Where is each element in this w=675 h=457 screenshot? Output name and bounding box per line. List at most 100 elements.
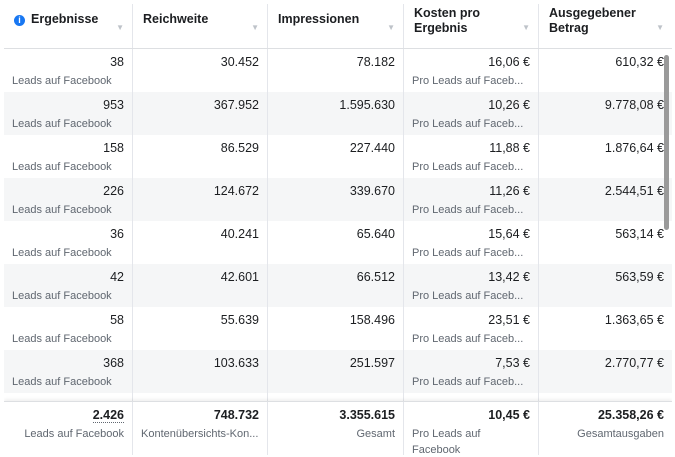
impressions-value: 98.268 (276, 398, 395, 401)
cost-per-result-label: Pro Leads auf Faceb... (412, 161, 524, 173)
amount-spent-value: 563,14 € (615, 227, 664, 241)
amount-spent-value: 1.876,64 € (604, 141, 664, 155)
table-row[interactable]: 58 Leads auf Facebook 55.639 158.496 23,51 €… (4, 307, 672, 350)
cost-per-result-label: Pro Leads auf Faceb... (412, 75, 524, 87)
cost-per-result-label: Pro Leads auf Faceb... (412, 247, 524, 259)
results-value: 87 (12, 398, 124, 401)
info-icon[interactable]: i (14, 15, 25, 26)
totals-row: 2.426 Leads auf Facebook 748.732 Kontenübe… (4, 401, 672, 455)
reach-value: 42.601 (220, 270, 259, 284)
results-value: 58 (110, 313, 124, 327)
column-label: Kosten pro Ergebnis (414, 6, 480, 35)
total-reach-label: Kontenübersichts-Kon... (141, 428, 259, 440)
table-row[interactable]: 87 43.210 98.268 9,79 € 852,00 € (4, 393, 672, 401)
amount-spent-value: 563,59 € (615, 270, 664, 284)
column-header-cost-per-result[interactable]: Kosten pro Ergebnis ▼ (404, 4, 539, 48)
results-label: Leads auf Facebook (12, 204, 112, 216)
column-header-impressions[interactable]: Impressionen ▼ (268, 4, 404, 48)
total-impressions: 3.355.615 (339, 408, 395, 422)
sort-chevron-icon[interactable]: ▼ (522, 23, 530, 32)
total-impressions-label: Gesamt (356, 428, 395, 440)
amount-spent-value: 610,32 € (615, 55, 664, 69)
reach-value: 30.452 (220, 55, 259, 69)
column-header-results[interactable]: i Ergebnisse ▼ (4, 4, 133, 48)
cost-per-result-label: Pro Leads auf Faceb... (412, 290, 524, 302)
results-label: Leads auf Facebook (12, 333, 112, 345)
impressions-value: 78.182 (356, 55, 395, 69)
cost-per-result-value: 9,79 € (412, 398, 530, 401)
cost-per-result-value: 10,26 € (488, 98, 530, 112)
impressions-value: 227.440 (349, 141, 395, 155)
column-label: Ausgegebener Betrag (549, 6, 636, 35)
column-label: Impressionen (278, 12, 360, 26)
reach-value: 43.210 (141, 398, 259, 401)
cost-per-result-label: Pro Leads auf Faceb... (412, 333, 524, 345)
impressions-value: 251.597 (349, 356, 395, 370)
results-value: 953 (103, 98, 124, 112)
impressions-value: 66.512 (356, 270, 395, 284)
table-row[interactable]: 158 Leads auf Facebook 86.529 227.440 11,88 … (4, 135, 672, 178)
cost-per-result-label: Pro Leads auf Faceb... (412, 118, 524, 130)
results-value: 158 (103, 141, 124, 155)
results-label: Leads auf Facebook (12, 290, 112, 302)
reach-value: 86.529 (220, 141, 259, 155)
cost-per-result-label: Pro Leads auf Faceb... (412, 204, 524, 216)
column-header-reach[interactable]: Reichweite ▼ (133, 4, 268, 48)
table-body: 38 Leads auf Facebook 30.452 78.182 16,06 € P… (4, 49, 672, 401)
table-row[interactable]: 38 Leads auf Facebook 30.452 78.182 16,06 € P… (4, 49, 672, 92)
cost-per-result-value: 7,53 € (495, 356, 530, 370)
results-label: Leads auf Facebook (12, 75, 112, 87)
cost-per-result-value: 11,26 € (489, 184, 530, 198)
reach-value: 367.952 (213, 98, 259, 112)
amount-spent-value: 2.770,77 € (604, 356, 664, 370)
total-cost-per-result: 10,45 € (488, 408, 530, 422)
results-label: Leads auf Facebook (12, 247, 112, 259)
results-value: 368 (103, 356, 124, 370)
total-cpr-label: Pro Leads auf Facebook (412, 428, 481, 455)
cost-per-result-value: 23,51 € (488, 313, 530, 327)
cost-per-result-value: 15,64 € (488, 227, 530, 241)
results-value: 42 (110, 270, 124, 284)
sort-chevron-icon[interactable]: ▼ (116, 23, 124, 32)
table-row[interactable]: 36 Leads auf Facebook 40.241 65.640 15,64 € P… (4, 221, 672, 264)
amount-spent-value: 852,00 € (547, 398, 664, 401)
results-label: Leads auf Facebook (12, 161, 112, 173)
results-value: 38 (110, 55, 124, 69)
cost-per-result-label: Pro Leads auf Faceb... (412, 376, 524, 388)
results-label: Leads auf Facebook (12, 376, 112, 388)
total-spent-label: Gesamtausgaben (577, 428, 664, 440)
reach-value: 40.241 (220, 227, 259, 241)
reach-value: 103.633 (213, 356, 259, 370)
results-label: Leads auf Facebook (12, 118, 112, 130)
ads-results-table: i Ergebnisse ▼ Reichweite ▼ Impressionen ▼ K… (4, 4, 672, 455)
column-label: Reichweite (143, 12, 209, 26)
impressions-value: 339.670 (349, 184, 395, 198)
table-row[interactable]: 368 Leads auf Facebook 103.633 251.597 7,53 … (4, 350, 672, 393)
amount-spent-value: 9.778,08 € (604, 98, 664, 112)
column-label: Ergebnisse (31, 12, 99, 26)
results-value: 36 (110, 227, 124, 241)
total-results-label: Leads auf Facebook (24, 428, 124, 440)
cost-per-result-value: 16,06 € (488, 55, 530, 69)
impressions-value: 158.496 (349, 313, 395, 327)
vertical-scrollbar[interactable] (664, 55, 669, 230)
table-header: i Ergebnisse ▼ Reichweite ▼ Impressionen ▼ K… (4, 4, 672, 49)
total-reach: 748.732 (213, 408, 259, 422)
table-row[interactable]: 42 Leads auf Facebook 42.601 66.512 13,42 € P… (4, 264, 672, 307)
reach-value: 55.639 (220, 313, 259, 327)
impressions-value: 65.640 (356, 227, 395, 241)
table-row[interactable]: 226 Leads auf Facebook 124.672 339.670 11,26… (4, 178, 672, 221)
column-header-amount-spent[interactable]: Ausgegebener Betrag ▼ (539, 4, 672, 48)
cost-per-result-value: 11,88 € (489, 141, 530, 155)
sort-chevron-icon[interactable]: ▼ (387, 23, 395, 32)
table-row[interactable]: 953 Leads auf Facebook 367.952 1.595.630 10,… (4, 92, 672, 135)
impressions-value: 1.595.630 (339, 98, 395, 112)
cost-per-result-value: 13,42 € (488, 270, 530, 284)
total-amount-spent: 25.358,26 € (597, 408, 664, 422)
reach-value: 124.672 (213, 184, 259, 198)
sort-chevron-icon[interactable]: ▼ (251, 23, 259, 32)
sort-chevron-icon[interactable]: ▼ (656, 23, 664, 32)
results-value: 226 (103, 184, 124, 198)
amount-spent-value: 2.544,51 € (604, 184, 664, 198)
total-results[interactable]: 2.426 (92, 408, 124, 423)
